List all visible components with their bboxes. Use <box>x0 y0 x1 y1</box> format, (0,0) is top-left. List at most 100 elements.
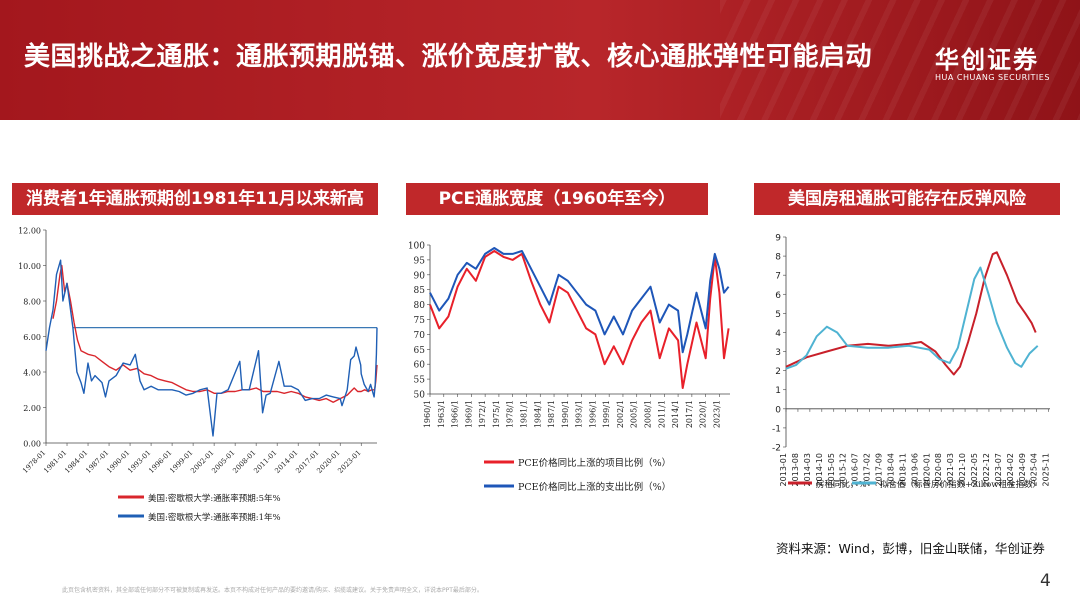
chart-rent-inflation: -2 -1 0 1 2 3 4 5 6 7 8 9 2013-01 2013-08 2014-03 2014-… <box>772 234 1051 491</box>
y-tick-label: 90 <box>414 271 426 281</box>
x-tick-label: 2013-08 <box>791 453 800 486</box>
x-tick-label: 2018-11 <box>898 453 907 486</box>
x-tick-label: 2020/1 <box>699 400 708 428</box>
y-tick-label: 100 <box>408 242 425 252</box>
x-tick-label: 2008/1 <box>644 400 653 428</box>
x-tick-label: 2014-10 <box>815 453 824 486</box>
logo-cn: 华创证券 <box>935 46 1039 74</box>
y-tick-label: 0 <box>775 405 781 415</box>
series-line-2 <box>785 266 1039 370</box>
x-tick-label: 2018-04 <box>886 453 895 486</box>
y-tick-label: 55 <box>414 376 426 386</box>
x-tick-label: 1987/1 <box>547 400 556 428</box>
x-tick-label: 1990/1 <box>561 400 570 428</box>
x-tick-label: 2019-06 <box>910 453 919 486</box>
x-tick-label: 1975/1 <box>492 400 501 428</box>
source-note: 资料来源：Wind，彭博，旧金山联储，华创证券 <box>776 541 1045 556</box>
x-tick-label: 2017-02 <box>863 453 872 486</box>
header-decoration <box>720 0 1080 120</box>
x-tick-label: 1966/1 <box>451 400 460 428</box>
legend-label-2: 拟合值（标普房价指数+Zillow租金指数） <box>880 479 1041 490</box>
y-tick-label: 6.00 <box>23 333 41 342</box>
x-tick-label: 2023/1 <box>712 400 721 428</box>
y-tick-label: 85 <box>414 286 426 296</box>
series-line-1 <box>785 251 1037 376</box>
y-tick-label: 4 <box>775 329 781 339</box>
y-tick-label: 60 <box>414 361 426 371</box>
company-logo: 华创证券 HUA CHUANG SECURITIES <box>935 40 1050 82</box>
chart-pce-breadth: 50 55 60 65 70 75 80 85 90 95 100 1960/1 1963/1 1966/… <box>408 242 730 493</box>
x-tick-label: 2020-08 <box>934 453 943 486</box>
x-tick-label: 1963/1 <box>437 400 446 428</box>
y-tick-label: 65 <box>414 346 426 356</box>
y-tick-label: 8 <box>775 253 781 263</box>
x-tick-label: 1978/1 <box>506 400 515 428</box>
x-tick-label: 2014-03 <box>803 453 812 486</box>
legend-label-2: 美国:密歇根大学:通胀率预期:1年% <box>148 512 281 523</box>
y-tick-label: 2.00 <box>23 404 41 413</box>
y-tick-label: 12.00 <box>18 227 41 236</box>
legend-label-1: 美国:密歇根大学:通胀率预期:5年% <box>148 493 281 504</box>
x-tick-label: 2005/1 <box>630 400 639 428</box>
disclaimer: 此页包含机密资料，其全部或任何部分不可被复制或再发送。本页不构成对任何产品的要约… <box>62 587 483 594</box>
y-tick-label: 10.00 <box>18 262 41 271</box>
y-tick-label: 3 <box>775 348 781 358</box>
x-tick-label: 2021-03 <box>946 453 955 486</box>
y-tick-label: 4.00 <box>23 369 41 378</box>
series-line-2 <box>45 259 378 437</box>
x-tick-label: 1996/1 <box>588 400 597 428</box>
x-tick-label: 2013-01 <box>779 453 788 486</box>
x-tick-label: 2022-12 <box>982 453 991 486</box>
chart2-title: PCE通胀宽度（1960年至今） <box>406 183 708 215</box>
y-tick-label: 95 <box>414 256 426 266</box>
x-tick-label: 1969/1 <box>464 400 473 428</box>
logo-en: HUA CHUANG SECURITIES <box>935 73 1050 82</box>
legend-label-1: PCE价格同比上涨的项目比例（%） <box>518 457 671 469</box>
x-tick-label: 1999/1 <box>602 400 611 428</box>
y-tick-label: 75 <box>414 316 426 326</box>
x-tick-label: 2002/1 <box>616 400 625 428</box>
x-tick-label: 2014/1 <box>671 400 680 428</box>
x-tick-label: 2023-07 <box>994 453 1003 486</box>
x-tick-label: 1984/1 <box>533 400 542 428</box>
legend-label-1: 房租同比，% <box>816 479 867 490</box>
chart1-title: 消费者1年通胀预期创1981年11月以来新高 <box>12 183 378 215</box>
x-tick-label: 2020-01 <box>922 453 931 486</box>
x-tick-label: 2016-07 <box>851 453 860 486</box>
x-tick-label: 1972/1 <box>478 400 487 428</box>
y-tick-label: 50 <box>414 391 426 401</box>
x-tick-label: 2024-02 <box>1006 453 1015 486</box>
x-tick-label: 2015-12 <box>839 453 848 486</box>
x-tick-label: 2017-09 <box>875 453 884 486</box>
y-tick-label: 5 <box>775 310 781 320</box>
y-tick-label: 9 <box>775 234 781 244</box>
page-title: 美国挑战之通胀：通胀预期脱锚、涨价宽度扩散、核心通胀弹性可能启动 <box>24 42 873 72</box>
x-tick-label: 2022-05 <box>970 453 979 486</box>
y-tick-label: 70 <box>414 331 426 341</box>
x-tick-label: 2025-04 <box>1030 453 1039 486</box>
x-tick-label: 2025-11 <box>1042 453 1051 486</box>
x-tick-label: 2021-10 <box>958 453 967 486</box>
page-number: 4 <box>1040 571 1051 591</box>
x-tick-label: 1981/1 <box>519 400 528 428</box>
legend-label-2: PCE价格同比上涨的支出比例（%） <box>518 481 671 493</box>
y-tick-label: 8.00 <box>23 298 41 307</box>
x-tick-label: 2024-09 <box>1018 453 1027 486</box>
chart-inflation-expectations: 0.002.004.006.008.0010.0012.001978-01198… <box>18 227 378 523</box>
y-tick-label: 0.00 <box>23 440 41 449</box>
x-tick-label: 1993/1 <box>575 400 584 428</box>
x-tick-label: 2017/1 <box>685 400 694 428</box>
y-tick-label: -2 <box>772 444 781 454</box>
y-tick-label: 80 <box>414 301 426 311</box>
header-banner: 美国挑战之通胀：通胀预期脱锚、涨价宽度扩散、核心通胀弹性可能启动 华创证券 HU… <box>0 0 1080 120</box>
x-tick-label: 1960/1 <box>423 400 432 428</box>
series-line-1 <box>429 250 730 389</box>
y-tick-label: 1 <box>775 386 781 396</box>
x-tick-label: 2023-01 <box>336 449 362 475</box>
y-tick-label: 7 <box>775 272 781 282</box>
x-tick-label: 2011/1 <box>657 400 666 428</box>
y-tick-label: 2 <box>775 367 781 377</box>
x-tick-label: 2015-05 <box>827 453 836 486</box>
series-line-2 <box>429 247 730 354</box>
